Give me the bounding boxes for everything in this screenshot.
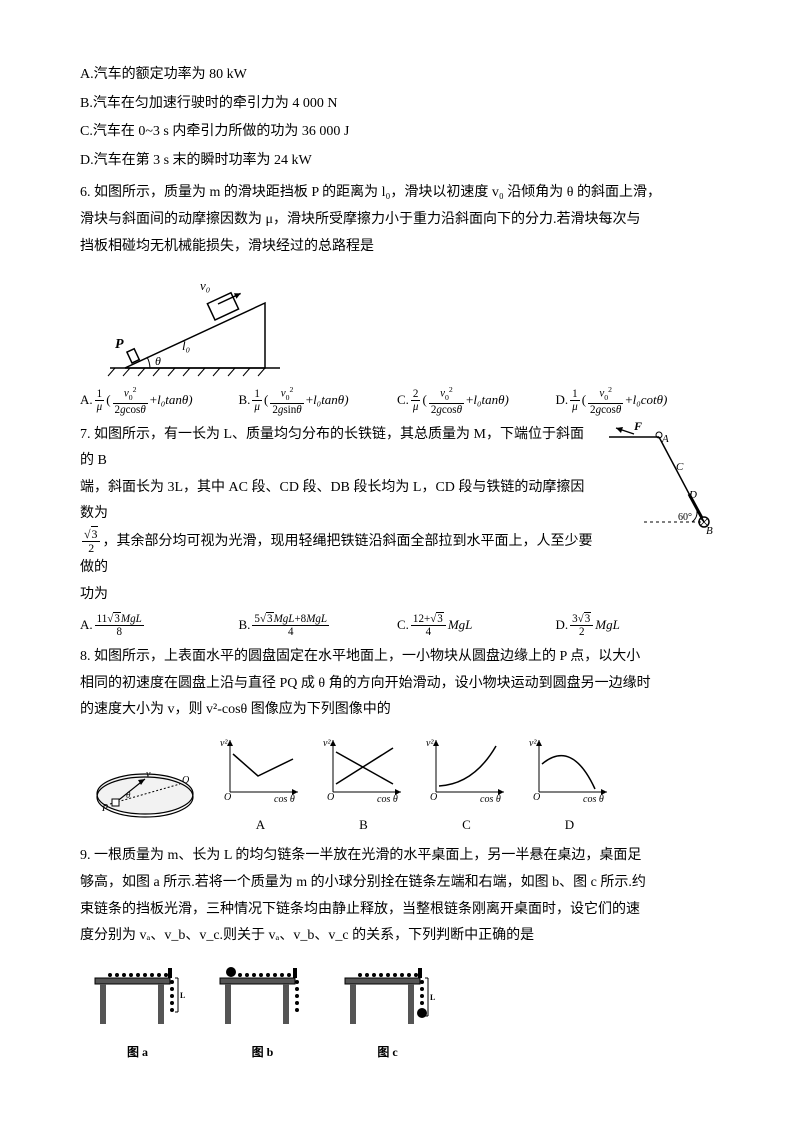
q9: 9. 一根质量为 m、长为 L 的均匀链条一半放在光滑的水平桌面上，另一半悬在桌… [80,843,714,1063]
q8-disk: P Q v θ [90,759,200,838]
svg-text:v²: v² [426,738,434,749]
q9-figures: L/2 图 a 图 b [90,958,714,1064]
q7-options: A.113MgL8 B.53MgL+8MgL4 C.12+34MgL D.332… [80,613,714,639]
q5-D: D.汽车在第 3 s 末的瞬时功率为 24 kW [80,148,714,175]
svg-text:cos θ: cos θ [274,794,295,804]
q6-C: C.2μ(v022gcosθ+l₀tanθ) [397,386,556,416]
svg-text:D: D [688,489,697,501]
svg-text:Q: Q [182,775,190,786]
svg-text:F: F [633,422,642,433]
q7-B: B.53MgL+8MgL4 [239,613,398,639]
q6-D: D.1μ(v022gcosθ+l₀cotθ) [556,386,715,416]
svg-text:L/2: L/2 [430,993,435,1002]
q8-graph-B: v² O cos θ B [321,734,406,837]
q6-stem-2: 滑块与斜面间的动摩擦因数为 μ，滑块所受摩擦力小于重力沿斜面向下的分力.若滑块每… [80,207,714,234]
svg-text:cos θ: cos θ [480,794,501,804]
svg-text:v²: v² [323,738,331,749]
q7-stem-4: 功为 [80,582,594,609]
q8-stem-2: 相同的初速度在圆盘上沿与直径 PQ 成 θ 角的方向开始滑动，设小物块运动到圆盘… [80,671,714,698]
q5-options: A.汽车的额定功率为 80 kW B.汽车在匀加速行驶时的牵引力为 4 000 … [80,62,714,174]
svg-text:θ: θ [126,790,131,800]
q6-fig-P: P [115,337,124,352]
q9-stem-4: 度分别为 vₐ、v_b、v_c.则关于 vₐ、v_b、v_c 的关系，下列判断中… [80,923,714,950]
q7-D: D.332MgL [556,613,715,639]
svg-text:O: O [533,792,540,803]
q8-stem-1: 8. 如图所示，上表面水平的圆盘固定在水平地面上，一小物块从圆盘边缘上的 P 点… [80,644,714,671]
svg-text:P: P [101,803,108,814]
q5-C: C.汽车在 0~3 s 内牵引力所做的功为 36 000 J [80,119,714,146]
q6-A: A.1μ(v022gcosθ+l₀tanθ) [80,386,239,416]
q9-fig-c: L/2 图 c [340,958,435,1064]
svg-text:B: B [706,525,713,537]
q7-C: C.12+34MgL [397,613,556,639]
svg-text:C: C [676,461,684,473]
q6-fig-l0: l₀ [182,338,190,353]
q8-graph-A: v² O cos θ A [218,734,303,837]
q8-graph-C: v² O cos θ C [424,734,509,837]
q6-figure: v₀ P l₀ θ [100,268,714,378]
svg-text:L/2: L/2 [180,991,185,1000]
q6-stem-3: 挡板相碰均无机械能损失，滑块经过的总路程是 [80,234,714,261]
q6-fig-v0: v₀ [200,278,210,293]
q7-stem-3: 32，其余部分均可视为光滑，现用轻绳把铁链沿斜面全部拉到水平面上，人至少要做的 [80,528,594,582]
svg-text:v: v [146,769,151,780]
q9-stem-3: 束链条的挡板光滑，三种情况下链条均由静止释放，当整根链条刚离开桌面时，设它们的速 [80,897,714,924]
q9-stem-2: 够高，如图 a 所示.若将一个质量为 m 的小球分别拴在链条左端和右端，如图 b… [80,870,714,897]
svg-text:cos θ: cos θ [583,794,604,804]
svg-text:O: O [430,792,437,803]
svg-text:cos θ: cos θ [377,794,398,804]
q6-stem-1: 6. 如图所示，质量为 m 的滑块距挡板 P 的距离为 l₀，滑块以初速度 v₀… [80,180,714,207]
q6-B: B.1μ(v022gsinθ+l₀tanθ) [239,386,398,416]
q8-stem-3: 的速度大小为 v，则 v²-cosθ 图像应为下列图像中的 [80,697,714,724]
svg-text:O: O [327,792,334,803]
svg-text:v²: v² [220,738,228,749]
q7-stem-1: 7. 如图所示，有一长为 L、质量均匀分布的长铁链，其总质量为 M，下端位于斜面… [80,422,594,475]
q6: 6. 如图所示，质量为 m 的滑块距挡板 P 的距离为 l₀，滑块以初速度 v₀… [80,180,714,415]
q5-B: B.汽车在匀加速行驶时的牵引力为 4 000 N [80,91,714,118]
q7-figure: F A C D B 60° [604,422,714,553]
q6-options: A.1μ(v022gcosθ+l₀tanθ) B.1μ(v022gsinθ+l₀… [80,386,714,416]
q6-fig-theta: θ [155,354,161,368]
svg-text:60°: 60° [678,512,692,523]
q9-fig-a: L/2 图 a [90,958,185,1064]
q7: 7. 如图所示，有一长为 L、质量均匀分布的长铁链，其总质量为 M，下端位于斜面… [80,422,714,639]
q8: 8. 如图所示，上表面水平的圆盘固定在水平地面上，一小物块从圆盘边缘上的 P 点… [80,644,714,837]
q9-fig-b: 图 b [215,958,310,1064]
svg-text:O: O [224,792,231,803]
q8-figures: P Q v θ v² O cos θ A [90,734,714,837]
q7-stem-2: 端，斜面长为 3L，其中 AC 段、CD 段、DB 段长均为 L，CD 段与铁链… [80,475,594,528]
svg-text:A: A [661,433,669,445]
q8-graph-D: v² O cos θ D [527,734,612,837]
svg-text:v²: v² [529,738,537,749]
q5-A: A.汽车的额定功率为 80 kW [80,62,714,89]
q7-A: A.113MgL8 [80,613,239,639]
q9-stem-1: 9. 一根质量为 m、长为 L 的均匀链条一半放在光滑的水平桌面上，另一半悬在桌… [80,843,714,870]
